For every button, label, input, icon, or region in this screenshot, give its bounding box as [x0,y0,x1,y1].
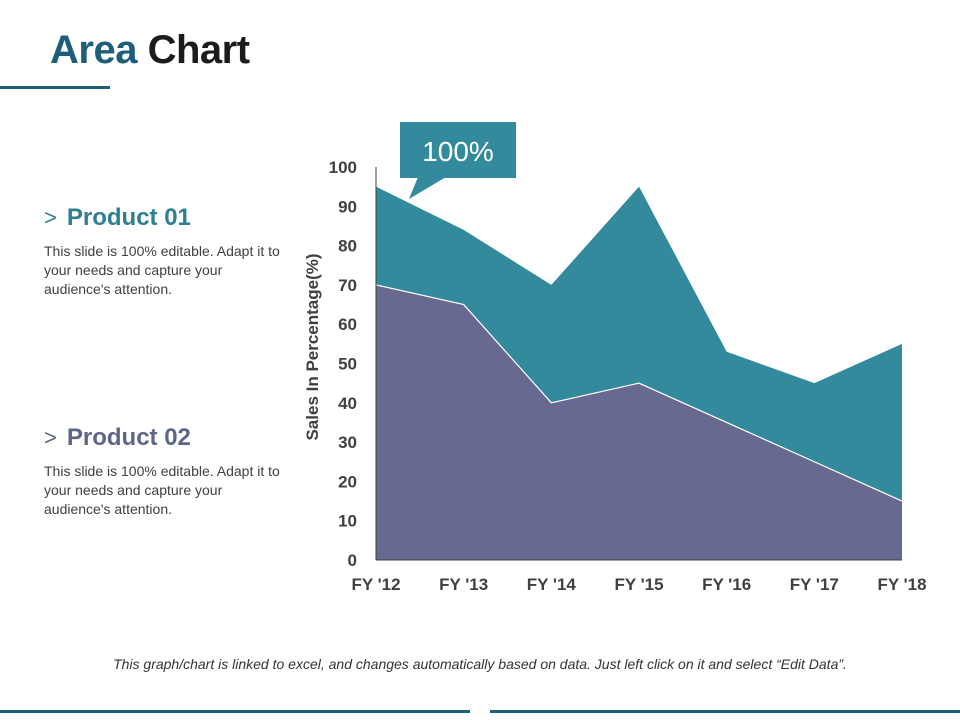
page-title: Area Chart [50,28,250,73]
footnote: This graph/chart is linked to excel, and… [113,656,847,672]
y-tick-label: 70 [338,276,357,295]
y-tick-label: 60 [338,315,357,334]
y-tick-label: 40 [338,394,357,413]
x-tick-label: FY '13 [439,575,488,594]
y-tick-label: 10 [338,512,357,531]
callout-box [400,122,516,178]
x-tick-label: FY '12 [351,575,400,594]
y-tick-label: 80 [338,237,357,256]
product-02-block: > Product 02 This slide is 100% editable.… [44,424,294,519]
x-tick-label: FY '14 [527,575,577,594]
bottom-rule-right [490,710,960,713]
callout-layer: 100% [400,122,516,199]
product-01-heading: > Product 01 [44,204,294,232]
product-02-title: Product 02 [66,424,191,451]
y-tick-label: 50 [338,355,357,374]
y-tick-label: 90 [338,197,357,216]
y-tick-label: 100 [329,158,357,177]
x-tick-label: FY '17 [790,575,839,594]
product-02-heading: > Product 02 [44,424,294,452]
area-layer [375,186,903,560]
axis-layer [375,167,902,561]
y-tick-label: 20 [338,472,357,491]
product-01-title: Product 01 [66,204,191,231]
callout-label: 100% [422,136,494,167]
x-tick-label: FY '15 [614,575,663,594]
title-word-2: Chart [147,28,250,72]
chevron-right-icon: > [44,425,57,450]
callout-pointer [409,177,446,199]
title-underline [0,86,110,89]
x-tick-label: FY '18 [877,575,926,594]
product-01-description: This slide is 100% editable. Adapt it to… [44,243,280,297]
area-series-1-edge [375,284,903,502]
title-word-1: Area [50,28,137,72]
bottom-rule-left [0,710,470,713]
product-01-block: > Product 01 This slide is 100% editable.… [44,204,294,299]
label-layer: 0 10 20 30 40 50 60 70 80 90 100 FY '12 FY '13 FY '14… [303,158,927,594]
x-tick-label: FY '16 [702,575,751,594]
y-tick-label: 0 [348,551,357,570]
y-axis-title: Sales In Percentage(%) [303,253,322,440]
y-tick-label: 30 [338,433,357,452]
chevron-right-icon: > [44,205,57,230]
area-series-1 [376,284,902,560]
product-02-description: This slide is 100% editable. Adapt it to… [44,463,280,517]
